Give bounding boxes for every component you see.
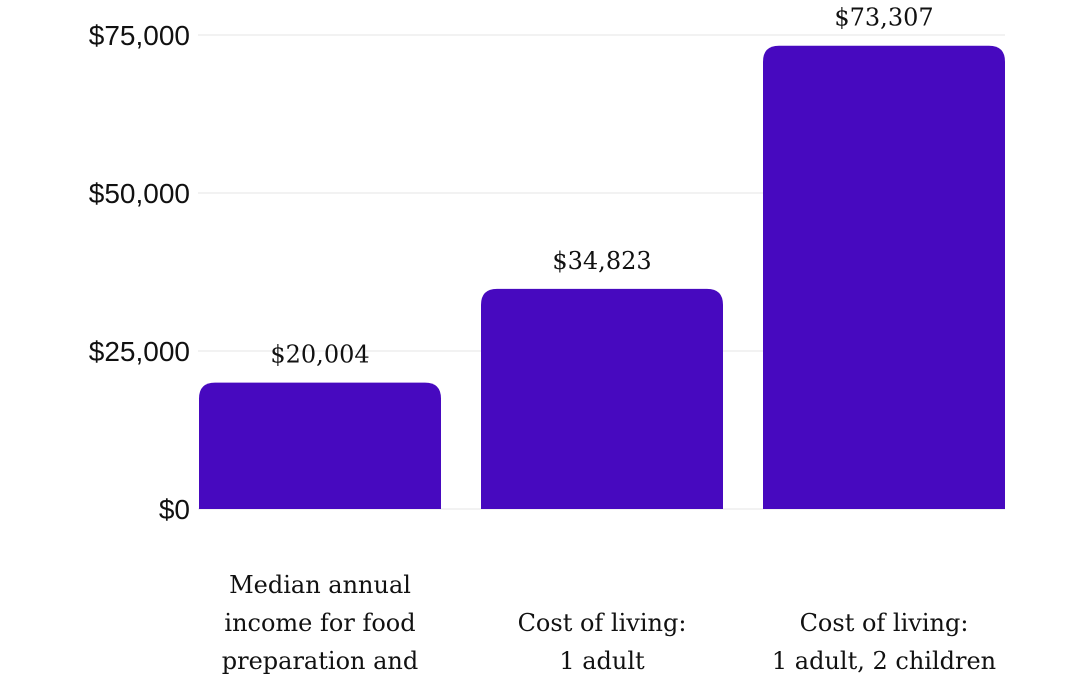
bar xyxy=(763,45,1005,509)
category-label-line: 1 adult xyxy=(559,647,645,675)
y-tick-label: $25,000 xyxy=(89,336,190,367)
data-label: $20,004 xyxy=(270,341,369,369)
y-tick-label: $0 xyxy=(159,494,190,525)
category-label: Cost of living: 1 adult, 2 children xyxy=(772,609,996,675)
y-tick-label: $50,000 xyxy=(89,178,190,209)
y-axis-ticks: $0 $25,000 $50,000 $75,000 xyxy=(89,20,190,525)
category-label-line: 1 adult, 2 children xyxy=(772,647,996,675)
category-label-line: Cost of living: xyxy=(800,609,969,637)
y-tick-label: $75,000 xyxy=(89,20,190,51)
value-labels: $20,004 $34,823 $73,307 xyxy=(270,4,933,369)
data-label: $73,307 xyxy=(834,4,933,32)
bar xyxy=(481,288,723,509)
data-label: $34,823 xyxy=(552,247,651,275)
category-label-line: preparation and xyxy=(222,647,418,675)
category-labels: Median annual income for food preparation … xyxy=(222,571,996,675)
category-label-line: Cost of living: xyxy=(518,609,687,637)
category-label: Median annual income for food preparation … xyxy=(222,571,418,675)
bar xyxy=(199,382,441,509)
category-label-line: Median annual xyxy=(229,571,411,599)
category-label-line: income for food xyxy=(224,609,415,637)
category-label: Cost of living: 1 adult xyxy=(518,609,687,675)
bars xyxy=(199,45,1005,509)
